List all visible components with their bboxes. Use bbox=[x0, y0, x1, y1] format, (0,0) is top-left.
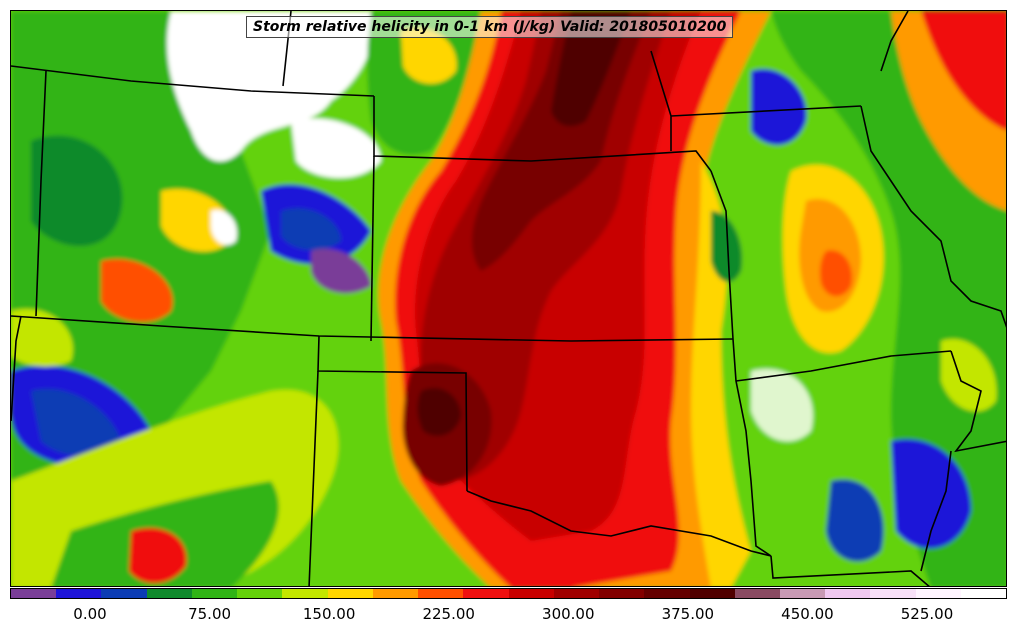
map-title: Storm relative helicity in 0-1 km (J/kg)… bbox=[253, 19, 727, 35]
state-border bbox=[732, 338, 772, 557]
state-border bbox=[710, 170, 734, 340]
colorbar-swatch bbox=[56, 589, 102, 598]
colorbar-tick-label: 75.00 bbox=[188, 605, 232, 623]
state-border bbox=[308, 370, 319, 586]
colorbar-swatch bbox=[146, 589, 192, 598]
state-border bbox=[11, 315, 22, 422]
map-title-box: Storm relative helicity in 0-1 km (J/kg)… bbox=[246, 16, 734, 38]
field-blob bbox=[281, 208, 341, 251]
field-ne-red bbox=[921, 11, 1006, 131]
field-nodata bbox=[167, 11, 374, 162]
colorbar-swatch bbox=[644, 589, 690, 598]
colorbar-swatch bbox=[870, 589, 916, 598]
colorbar-swatch bbox=[237, 589, 283, 598]
helicity-field-map bbox=[11, 11, 1006, 586]
colorbar-tick-label: 225.00 bbox=[422, 605, 475, 623]
state-border bbox=[373, 96, 712, 172]
colorbar-swatch bbox=[418, 589, 464, 598]
colorbar-swatch bbox=[372, 589, 419, 598]
colorbar-tick-label: 0.00 bbox=[73, 605, 107, 623]
state-border bbox=[650, 50, 672, 151]
state-border bbox=[950, 350, 1006, 453]
colorbar-swatch bbox=[599, 589, 645, 598]
state-border bbox=[35, 70, 47, 317]
field-deep-core bbox=[471, 11, 651, 271]
state-border bbox=[317, 335, 468, 492]
field-e-redorange bbox=[820, 250, 853, 297]
state-border bbox=[920, 450, 952, 572]
colorbar-swatch bbox=[282, 589, 328, 598]
state-border bbox=[466, 490, 772, 557]
colorbar-swatch bbox=[915, 589, 961, 598]
field-blob bbox=[751, 69, 807, 145]
field-blob bbox=[311, 248, 371, 294]
state-border bbox=[670, 105, 862, 117]
field-nodata bbox=[211, 210, 237, 246]
colorbar-swatch bbox=[463, 589, 509, 598]
field-blob bbox=[101, 259, 173, 322]
helicity-contour-field bbox=[11, 11, 1006, 586]
colorbar-tick-label: 525.00 bbox=[900, 605, 954, 623]
state-borders bbox=[11, 11, 1006, 586]
map-panel bbox=[10, 10, 1007, 587]
colorbar-swatch bbox=[327, 589, 373, 598]
colorbar-swatch bbox=[191, 589, 238, 598]
colorbar-swatch bbox=[689, 589, 735, 598]
field-blackred bbox=[551, 11, 631, 127]
state-border bbox=[370, 155, 375, 342]
field-blob bbox=[941, 339, 997, 412]
field-blob bbox=[31, 389, 121, 456]
field-blob bbox=[826, 479, 884, 562]
colorbar-tick-label: 300.00 bbox=[542, 605, 595, 623]
colorbar-swatch bbox=[11, 589, 57, 598]
field-nodata bbox=[291, 118, 381, 178]
colorbar-swatch bbox=[779, 589, 826, 598]
field-blob bbox=[11, 309, 73, 367]
state-border bbox=[860, 105, 1006, 328]
field-blob bbox=[401, 28, 457, 84]
colorbar-tick-label: 450.00 bbox=[781, 605, 834, 623]
colorbar-swatch bbox=[825, 589, 871, 598]
colorbar-tick-labels: 0.00 75.00 150.00 225.00 300.00 375.00 450.00 5… bbox=[10, 599, 1007, 629]
colorbar-swatch bbox=[734, 589, 780, 598]
field-blob bbox=[891, 439, 971, 549]
field-yellow-edge bbox=[691, 161, 751, 586]
colorbar-swatch bbox=[508, 589, 554, 598]
colorbar-tick-label: 375.00 bbox=[661, 605, 715, 623]
colorbar-swatch bbox=[960, 589, 1006, 598]
field-blackred bbox=[417, 387, 461, 436]
colorbar-swatch bbox=[101, 589, 147, 598]
state-border bbox=[880, 11, 909, 72]
state-border bbox=[11, 65, 375, 97]
field-sw-red bbox=[129, 527, 187, 584]
colorbar-tick-label: 150.00 bbox=[302, 605, 356, 623]
colorbar-swatch bbox=[553, 589, 600, 598]
state-border bbox=[735, 350, 952, 382]
colorbar bbox=[10, 588, 1007, 599]
field-blob bbox=[31, 135, 123, 246]
state-border bbox=[770, 555, 930, 586]
field-blob bbox=[711, 211, 742, 282]
field-blob bbox=[751, 369, 813, 442]
